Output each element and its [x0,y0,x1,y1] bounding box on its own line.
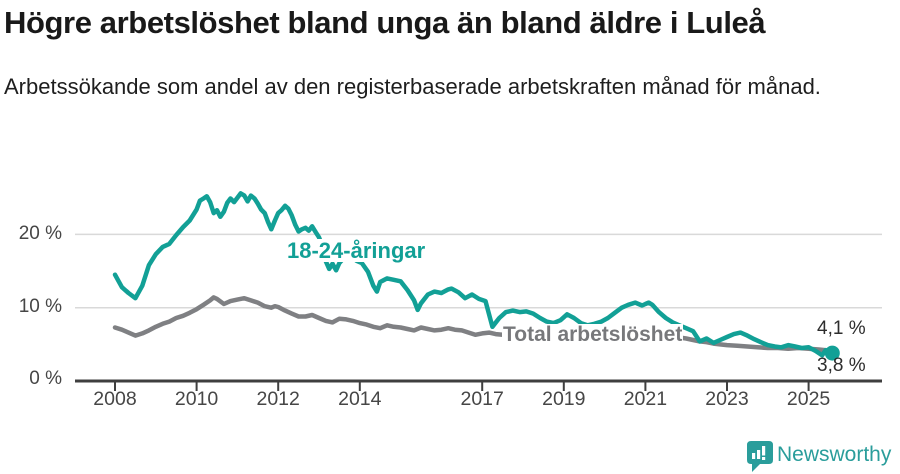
latest-value-dot [824,345,840,361]
end-value-label-young: 3,8 % [817,355,866,376]
x-tick-label-2012: 2012 [256,388,300,410]
end-value-label-total: 4,1 % [817,318,866,339]
chart-subtitle: Arbetssökande som andel av den registerb… [4,74,821,99]
total-series-label: Total arbetslöshet [502,323,684,346]
series-line-young [112,191,835,358]
young-series-label: 18-24-åringar [286,238,427,263]
y-tick-label-20: 20 % [18,223,62,244]
newsworthy-brand-text: Newsworthy [777,443,892,466]
x-tick-label-2010: 2010 [174,388,219,410]
page-title: Högre arbetslöshet bland unga än bland ä… [4,5,766,40]
x-tick-label-2008: 2008 [93,388,137,410]
x-tick-label-2014: 2014 [338,388,382,410]
x-tick-label-2017: 2017 [460,388,504,410]
series-line-total [112,295,835,354]
horizontal-gridlines [75,233,882,309]
x-tick-label-2025: 2025 [786,388,831,410]
series-layer [112,191,840,361]
x-tick-label-2021: 2021 [623,388,668,410]
x-tick-label-2019: 2019 [542,388,586,410]
newsworthy-logo-icon [747,441,773,472]
y-tick-label-0: 0 % [29,368,62,389]
x-tick-label-2023: 2023 [705,388,749,410]
y-tick-label-10: 10 % [18,296,62,317]
x-axis-ticks [114,382,810,391]
